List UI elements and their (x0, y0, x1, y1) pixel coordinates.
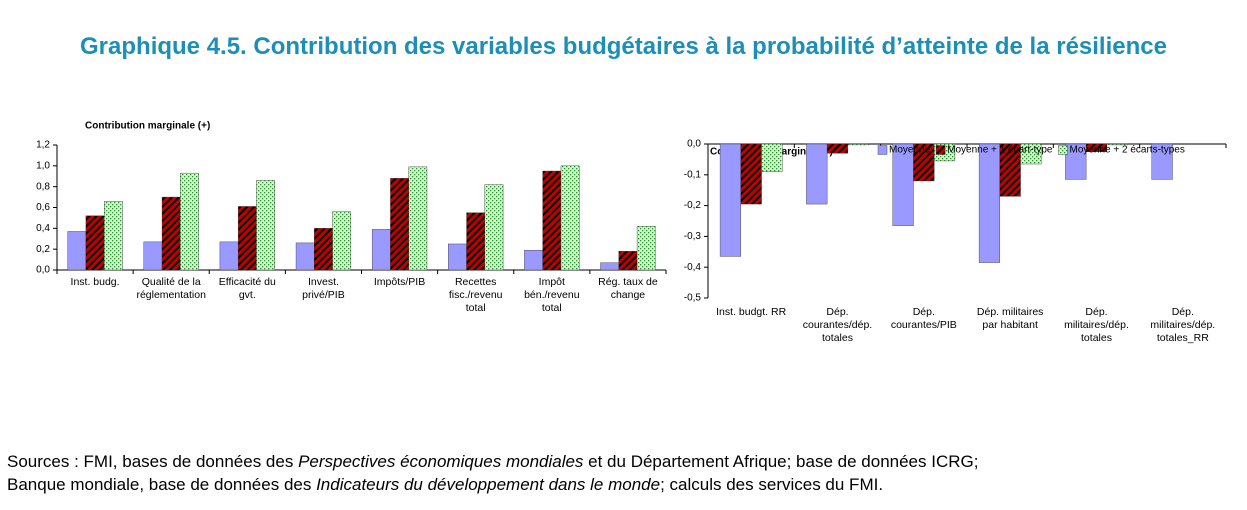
source-text: Indicateurs du développement dans le mon… (316, 475, 661, 494)
bar (978, 143, 1001, 263)
chart-title: Contribution marginale (+) (85, 121, 210, 132)
y-tick-label: 0,0 (36, 265, 50, 276)
x-tick-label: Dép. militaires/dép. totales_RR (1150, 306, 1216, 344)
figure-title: Graphique 4.5. Contribution des variable… (80, 33, 1167, 60)
y-tick-label: 0,2 (36, 244, 50, 255)
y-tick-label: 1,0 (36, 160, 50, 171)
x-tick-label: Dép. militaires par habitant (976, 306, 1044, 331)
bar (314, 228, 333, 271)
legend-label: Moyenne + 2 écarts-types (1069, 145, 1184, 156)
bar (1085, 143, 1108, 152)
x-tick-label: Impôts/PIB (373, 276, 426, 288)
bar (371, 229, 391, 271)
legend-swatch (935, 145, 946, 155)
y-tick-label: -0,4 (684, 262, 702, 273)
source-text: Sources : FMI, bases de données des (7, 452, 299, 471)
bar (390, 178, 409, 271)
bar (761, 143, 783, 172)
x-tick-label: Inst. budgt. RR (716, 306, 787, 318)
bar (67, 231, 87, 271)
x-tick-label: Qualité de la réglementation (136, 276, 206, 301)
y-tick-label: 0,0 (687, 139, 701, 150)
y-tick-label: -0,5 (684, 293, 702, 304)
bar (219, 241, 239, 271)
bar (806, 143, 828, 205)
bar (237, 206, 257, 271)
x-tick-label: Dép. militaires/dép. totales (1064, 306, 1129, 344)
legend-swatch (1058, 145, 1068, 155)
bar (103, 201, 123, 271)
x-tick-label: Recettes fisc./revenu total (448, 276, 503, 314)
bar (600, 262, 620, 271)
bar (999, 143, 1021, 197)
source-text: Banque mondiale, base de données des (7, 475, 317, 494)
legend-swatch (877, 145, 888, 155)
x-tick-label: Inst. budg. (70, 276, 120, 288)
y-tick-label: 0,8 (36, 181, 50, 192)
bar (719, 143, 742, 257)
bar (484, 184, 504, 271)
bar (448, 243, 467, 271)
y-tick-label: -0,3 (684, 231, 702, 242)
source-text: et du Département Afrique; base de donné… (583, 452, 979, 471)
bar (256, 180, 275, 271)
bar (180, 172, 199, 271)
x-tick-label: Dép. courantes/PIB (890, 306, 957, 331)
bar (524, 250, 543, 271)
source-text: ; calculs des services du FMI. (660, 475, 884, 494)
bar (466, 212, 486, 271)
y-tick-label: 0,4 (36, 223, 50, 234)
legend-label: Moyenne (889, 145, 931, 156)
x-tick-label: Efficacité du gvt. (218, 276, 276, 301)
bar (826, 143, 849, 154)
bar (332, 211, 352, 271)
bar (85, 215, 105, 271)
y-tick-label: -0,2 (684, 200, 702, 211)
bar (143, 241, 163, 271)
legend-label: Moyenne + 1 écart-type (947, 145, 1053, 156)
bar (1020, 143, 1042, 165)
bar (408, 166, 428, 271)
bar (542, 170, 562, 271)
bar (295, 242, 315, 271)
bar (892, 143, 914, 226)
bar (847, 143, 869, 146)
bar (560, 165, 580, 271)
bar (636, 226, 656, 271)
x-tick-label: Impôt bén./revenu total (524, 276, 580, 314)
y-tick-label: 0,6 (36, 202, 50, 213)
bar (1151, 143, 1173, 180)
x-tick-label: Invest. privé/PIB (302, 276, 345, 301)
bar (1106, 143, 1128, 146)
y-tick-label: -0,1 (684, 169, 702, 180)
bar (1065, 143, 1087, 180)
source-note: Sources : FMI, bases de données des Pers… (7, 450, 978, 496)
x-tick-label: Rég. taux de change (598, 276, 658, 301)
source-text: Perspectives économiques mondiales (298, 452, 584, 471)
bar (161, 196, 181, 271)
y-tick-label: 1,2 (36, 140, 50, 151)
bar (740, 143, 762, 205)
x-tick-label: Dép. courantes/dép. totales (802, 306, 873, 344)
bar (913, 143, 935, 182)
bar (618, 251, 638, 271)
